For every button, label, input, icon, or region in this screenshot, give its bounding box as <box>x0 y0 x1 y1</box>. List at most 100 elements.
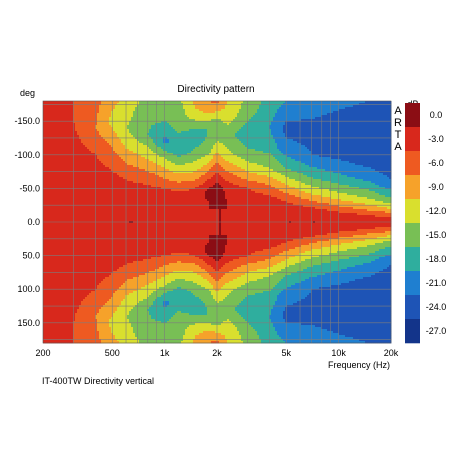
heatmap-cell <box>109 325 112 328</box>
heatmap-cell <box>79 181 82 184</box>
heatmap-cell <box>69 223 72 226</box>
heatmap-cell <box>101 337 104 340</box>
heatmap-cell <box>109 157 112 160</box>
heatmap-cell <box>97 177 100 180</box>
heatmap-cell <box>55 151 58 154</box>
heatmap-cell <box>97 327 100 330</box>
heatmap-cell <box>43 171 46 174</box>
heatmap-cell <box>71 153 74 156</box>
heatmap-cell <box>95 227 98 230</box>
heatmap-cell <box>73 261 76 264</box>
heatmap-cell <box>87 341 90 344</box>
heatmap-cell <box>59 179 62 182</box>
heatmap-cell <box>99 255 102 258</box>
heatmap-cell <box>107 217 110 220</box>
heatmap-cell <box>43 191 46 194</box>
heatmap-cell <box>43 235 46 238</box>
heatmap-cell <box>89 151 92 154</box>
heatmap-cell <box>99 241 102 244</box>
heatmap-cell <box>81 319 84 322</box>
heatmap-cell <box>89 127 92 130</box>
heatmap-cell <box>71 119 74 122</box>
heatmap-cell <box>67 251 70 254</box>
heatmap-cell <box>65 121 68 124</box>
heatmap-cell <box>81 157 84 160</box>
heatmap-cell <box>55 307 58 310</box>
heatmap-cell <box>107 269 110 272</box>
heatmap-cell <box>115 145 118 148</box>
heatmap-cell <box>105 233 108 236</box>
heatmap-cell <box>85 151 88 154</box>
heatmap-cell <box>49 253 52 256</box>
heatmap-cell <box>65 249 68 252</box>
heatmap-cell <box>91 295 94 298</box>
heatmap-cell <box>95 301 98 304</box>
heatmap-cell <box>93 285 96 288</box>
heatmap-cell <box>75 203 78 206</box>
heatmap-cell <box>99 111 102 114</box>
heatmap-cell <box>107 287 110 290</box>
heatmap-cell <box>53 263 56 266</box>
heatmap-cell <box>55 269 58 272</box>
heatmap-cell <box>97 293 100 296</box>
heatmap-cell <box>109 279 112 282</box>
heatmap-cell <box>89 307 92 310</box>
heatmap-cell <box>61 283 64 286</box>
heatmap-cell <box>95 135 98 138</box>
heatmap-cell <box>81 167 84 170</box>
heatmap-cell <box>115 283 118 286</box>
heatmap-cell <box>49 327 52 330</box>
heatmap-cell <box>95 193 98 196</box>
heatmap-cell <box>103 179 106 182</box>
heatmap-cell <box>47 255 50 258</box>
heatmap-cell <box>65 111 68 114</box>
heatmap-cell <box>45 229 48 232</box>
heatmap-cell <box>71 281 74 284</box>
heatmap-cell <box>63 321 66 324</box>
heatmap-cell <box>49 155 52 158</box>
heatmap-cell <box>83 215 86 218</box>
heatmap-cell <box>81 237 84 240</box>
heatmap-cell <box>43 231 46 234</box>
heatmap-cell <box>109 237 112 240</box>
heatmap-cell <box>49 131 52 134</box>
heatmap-cell <box>103 167 106 170</box>
heatmap-cell <box>119 233 122 236</box>
heatmap-cell <box>71 217 74 220</box>
heatmap-cell <box>67 177 70 180</box>
heatmap-cell <box>109 263 112 266</box>
heatmap-cell <box>105 325 108 328</box>
heatmap-cell <box>87 261 90 264</box>
heatmap-cell <box>57 115 60 118</box>
heatmap-cell <box>117 149 120 152</box>
heatmap-cell <box>113 303 116 306</box>
heatmap-cell <box>87 211 90 214</box>
heatmap-cell <box>55 107 58 110</box>
heatmap-cell <box>79 247 82 250</box>
heatmap-cell <box>113 185 116 188</box>
heatmap-cell <box>117 153 120 156</box>
heatmap-cell <box>81 219 84 222</box>
heatmap-cell <box>87 183 90 186</box>
heatmap-cell <box>57 273 60 276</box>
heatmap-cell <box>81 203 84 206</box>
heatmap-cell <box>61 293 64 296</box>
heatmap-cell <box>91 133 94 136</box>
heatmap-cell <box>105 329 108 332</box>
heatmap-cell <box>51 197 54 200</box>
heatmap-cell <box>65 303 68 306</box>
heatmap-cell <box>71 213 74 216</box>
heatmap-cell <box>45 283 48 286</box>
heatmap-cell <box>67 267 70 270</box>
heatmap-cell <box>103 333 106 336</box>
heatmap-cell <box>55 181 58 184</box>
heatmap-cell <box>49 275 52 278</box>
heatmap-cell <box>117 229 120 232</box>
heatmap-cell <box>91 333 94 336</box>
heatmap-cell <box>63 297 66 300</box>
heatmap-cell <box>79 299 82 302</box>
heatmap-cell <box>59 229 62 232</box>
heatmap-cell <box>53 275 56 278</box>
heatmap-cell <box>67 333 70 336</box>
heatmap-cell <box>49 121 52 124</box>
